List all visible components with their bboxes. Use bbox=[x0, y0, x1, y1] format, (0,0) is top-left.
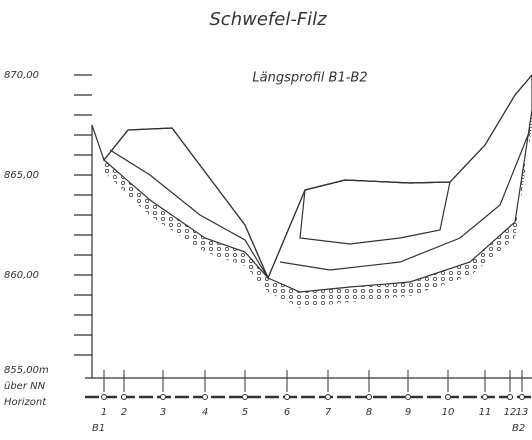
borehole-label: 5 bbox=[242, 407, 248, 418]
borehole-label: 1 bbox=[101, 407, 107, 418]
borehole-marker bbox=[121, 394, 127, 400]
peat-layer bbox=[103, 74, 532, 293]
borehole-label: 4 bbox=[202, 407, 208, 418]
gravel-base bbox=[104, 110, 532, 308]
title: Schwefel-Filz bbox=[209, 9, 327, 30]
borehole-marker bbox=[507, 394, 513, 400]
borehole-marker bbox=[445, 394, 451, 400]
y-label: 870,00 bbox=[4, 70, 39, 81]
borehole-marker bbox=[101, 394, 107, 400]
borehole-label: 13 bbox=[516, 407, 529, 418]
borehole-label: 6 bbox=[284, 407, 290, 418]
borehole-label: 8 bbox=[366, 407, 372, 418]
borehole-marker bbox=[242, 394, 248, 400]
borehole-marker bbox=[405, 394, 411, 400]
tick-marks bbox=[74, 74, 92, 356]
y-label: 865,00 bbox=[4, 170, 39, 181]
reference-label: über NN bbox=[4, 381, 46, 392]
borehole-label: 10 bbox=[442, 407, 455, 418]
subtitle: Längsprofil B1-B2 bbox=[252, 71, 367, 86]
ground-surface bbox=[91, 74, 532, 280]
reference-label: Horizont bbox=[4, 397, 47, 408]
endpoint-label: B1 bbox=[92, 423, 105, 434]
y-label: 860,00 bbox=[4, 270, 39, 281]
endpoint-label: B2 bbox=[512, 423, 525, 434]
borehole-marker bbox=[482, 394, 488, 400]
boreholes: 1 2 3 4 5 6 7 8 9 10 11 12 13 bbox=[101, 370, 529, 418]
layer-boundary bbox=[109, 129, 531, 279]
borehole-label: 9 bbox=[405, 407, 411, 418]
borehole-label: 11 bbox=[479, 407, 492, 418]
borehole-marker bbox=[202, 394, 208, 400]
borehole-marker bbox=[366, 394, 372, 400]
borehole-label: 3 bbox=[160, 407, 166, 418]
borehole-marker bbox=[325, 394, 331, 400]
borehole-label: 2 bbox=[121, 407, 127, 418]
borehole-marker bbox=[519, 394, 525, 400]
y-axis: 870,00 865,00 860,00 855,00m über NN Hor… bbox=[4, 70, 92, 408]
hatched-layer bbox=[299, 179, 451, 245]
y-label: 855,00m bbox=[4, 365, 49, 376]
borehole-label: 7 bbox=[325, 407, 332, 418]
layers bbox=[91, 74, 532, 378]
borehole-label: 12 bbox=[504, 407, 517, 418]
borehole-marker bbox=[160, 394, 166, 400]
borehole-marker bbox=[284, 394, 290, 400]
